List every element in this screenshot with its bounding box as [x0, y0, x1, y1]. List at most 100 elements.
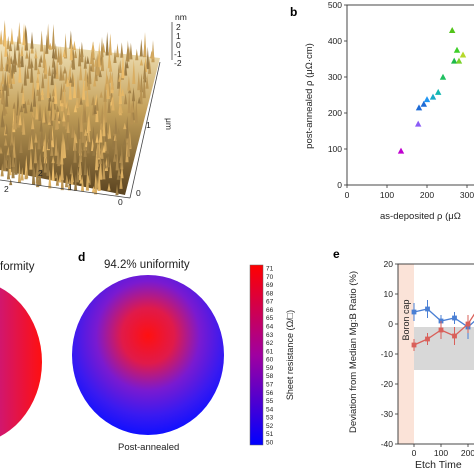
surface-spike	[27, 134, 32, 150]
y-axis-label: post-annealed ρ (μΩ·cm)	[304, 43, 315, 149]
surface-spike	[4, 40, 8, 57]
surface-spike	[27, 49, 31, 69]
surface-spike	[43, 131, 47, 157]
surface-spike	[115, 148, 119, 171]
surface-spike	[39, 161, 43, 170]
surface-spike	[22, 23, 26, 46]
wafer-caption: Post-annealed	[118, 442, 179, 453]
surface-spike	[0, 87, 5, 104]
surface-spike	[112, 129, 116, 150]
surface-spike	[20, 45, 24, 68]
surface-spike	[120, 42, 124, 58]
surface-spike	[81, 117, 85, 143]
wafer-map	[72, 275, 224, 435]
surface-spike	[50, 125, 55, 148]
surface-spike	[105, 67, 109, 90]
surface-spike	[106, 78, 110, 99]
surface-spike	[54, 171, 58, 179]
surface-spike	[105, 75, 110, 84]
shaded-band	[414, 327, 474, 370]
surface-y-unit: μm	[164, 118, 174, 130]
surface-spike	[40, 124, 44, 146]
surface-spike	[139, 38, 143, 57]
surface-spike	[25, 170, 29, 179]
surface-spike	[139, 79, 143, 105]
surface-spike	[110, 81, 115, 90]
surface-spike	[41, 72, 45, 89]
surface-spike	[106, 144, 110, 154]
surface-spike	[37, 135, 41, 150]
surface-spike	[143, 32, 147, 57]
series-point	[438, 327, 444, 333]
surface-spike	[33, 143, 38, 164]
surface-spike	[13, 56, 17, 73]
surface-spike	[55, 174, 59, 186]
surface-spike	[59, 63, 63, 81]
colorbar-tick-label: 71	[266, 266, 274, 273]
surface-spike	[100, 48, 105, 72]
colorbar-tick-label: 69	[266, 282, 274, 289]
surface-spike	[47, 65, 52, 76]
surface-spike	[82, 77, 86, 100]
surface-spike	[0, 163, 4, 177]
surface-spike	[124, 59, 128, 76]
colorbar-tick-label: 50	[266, 440, 274, 447]
surface-spike	[68, 68, 72, 81]
surface-spike	[118, 74, 122, 82]
panel-d-wafer: d 94.2% uniformity Post-annealed 7170696…	[72, 250, 295, 453]
scatter-point	[397, 147, 405, 154]
surface-spike	[100, 142, 104, 159]
series-point	[465, 321, 471, 327]
surface-spike	[125, 115, 129, 139]
y-tick-label: 200	[328, 108, 342, 118]
surface-spike	[55, 113, 59, 129]
surface-z-tick: -2	[174, 58, 182, 68]
colorbar-tick-label: 58	[266, 373, 274, 380]
surface-spike	[48, 42, 52, 50]
surface-spike	[20, 46, 24, 57]
surface-spike	[91, 41, 95, 51]
scatter-point	[415, 104, 423, 111]
x-axis-label: Etch Time	[415, 459, 462, 471]
surface-spike	[36, 85, 40, 96]
surface-spike	[115, 184, 119, 196]
surface-spike	[3, 70, 7, 91]
surface-spike	[10, 27, 14, 45]
surface-spike	[0, 81, 3, 90]
surface-spike	[139, 58, 143, 66]
surface-spike	[54, 43, 58, 60]
surface-spike	[124, 93, 128, 105]
x-tick-label: 0	[412, 448, 417, 458]
surface-spike	[107, 95, 111, 113]
surface-spike	[31, 116, 35, 130]
surface-spike	[60, 154, 64, 180]
surface-spike	[48, 92, 52, 102]
surface-spike	[0, 29, 3, 45]
surface-spike	[121, 53, 125, 79]
surface-spike	[108, 70, 113, 83]
panel-c-title: formity	[0, 261, 35, 273]
surface-spike	[86, 135, 90, 154]
surface-spike	[17, 44, 21, 68]
surface-spike	[83, 145, 87, 157]
surface-spike	[35, 102, 39, 120]
surface-spike	[26, 65, 30, 79]
surface-spike	[67, 178, 71, 191]
surface-spike	[10, 126, 14, 146]
surface-spike	[94, 58, 98, 67]
surface-spike	[21, 87, 25, 104]
surface-spike	[6, 164, 11, 180]
surface-spike	[80, 175, 85, 192]
surface-spike	[64, 120, 68, 130]
surface-spike	[0, 49, 4, 72]
x-tick-label: 100	[434, 448, 448, 458]
surface-spike	[47, 113, 51, 123]
surface-spike	[39, 117, 43, 132]
colorbar-tick-label: 70	[266, 274, 274, 281]
surface-spike	[51, 96, 56, 103]
panel-d-title: 94.2% uniformity	[104, 259, 190, 271]
surface-spike	[51, 44, 56, 59]
surface-spike	[115, 43, 120, 58]
y-tick-label: -10	[381, 349, 394, 359]
